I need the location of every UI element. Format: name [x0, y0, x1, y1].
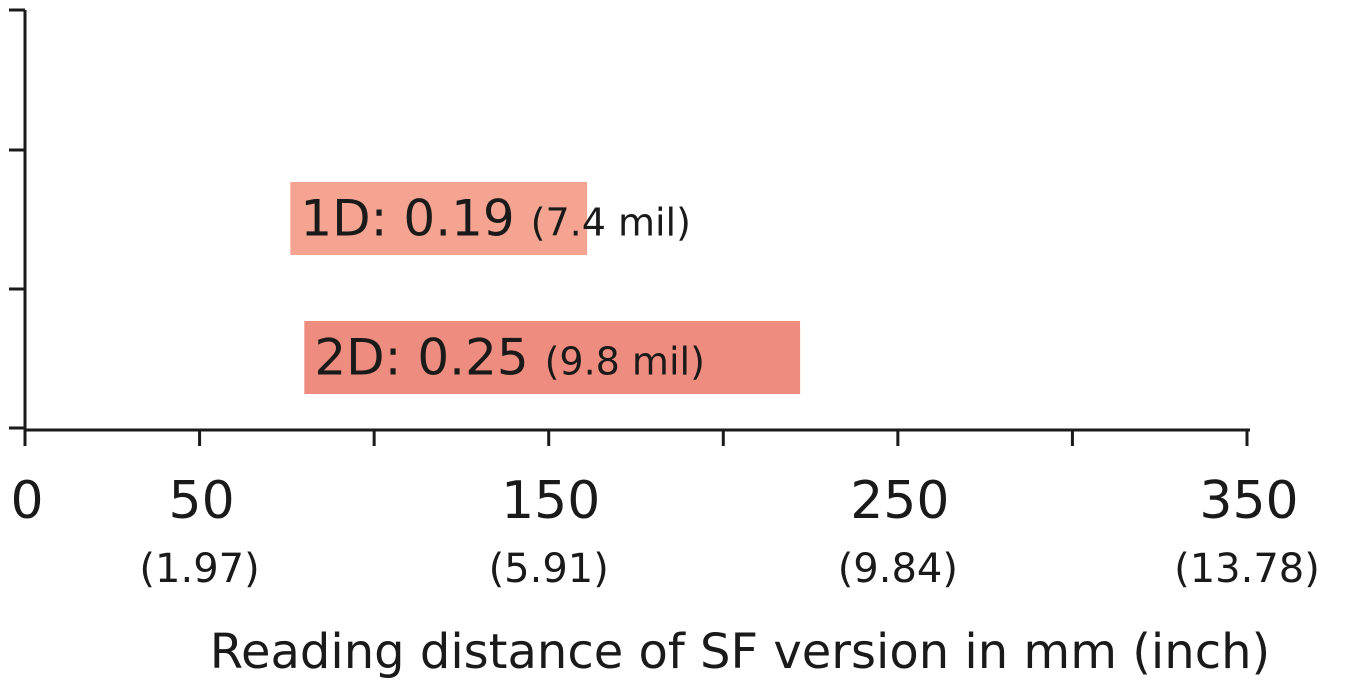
x-tick-label: 350: [1199, 471, 1298, 531]
x-tick-sublabel: (13.78): [1174, 546, 1320, 592]
bar-label-main: 2D: 0.25: [314, 329, 544, 387]
bar-label-main: 1D: 0.19: [300, 190, 530, 248]
x-tick-sublabel: (9.84): [838, 546, 958, 592]
bar: [304, 321, 801, 394]
bar-label: 1D: 0.19 (7.4 mil): [300, 190, 691, 248]
x-tick-label: 250: [850, 471, 949, 531]
x-axis-label: Reading distance of SF version in mm (in…: [210, 624, 1270, 680]
bar: [290, 182, 588, 255]
x-tick-label: 0: [10, 471, 43, 531]
x-tick-sublabel: (5.91): [489, 546, 609, 592]
bar-label: 2D: 0.25 (9.8 mil): [314, 329, 705, 387]
bar-label-sub: (9.8 mil): [545, 340, 705, 384]
x-tick-sublabel: (1.97): [139, 546, 259, 592]
bar-label-sub: (7.4 mil): [531, 201, 691, 245]
x-tick-label: 50: [168, 471, 234, 531]
x-tick-label: 150: [501, 471, 600, 531]
